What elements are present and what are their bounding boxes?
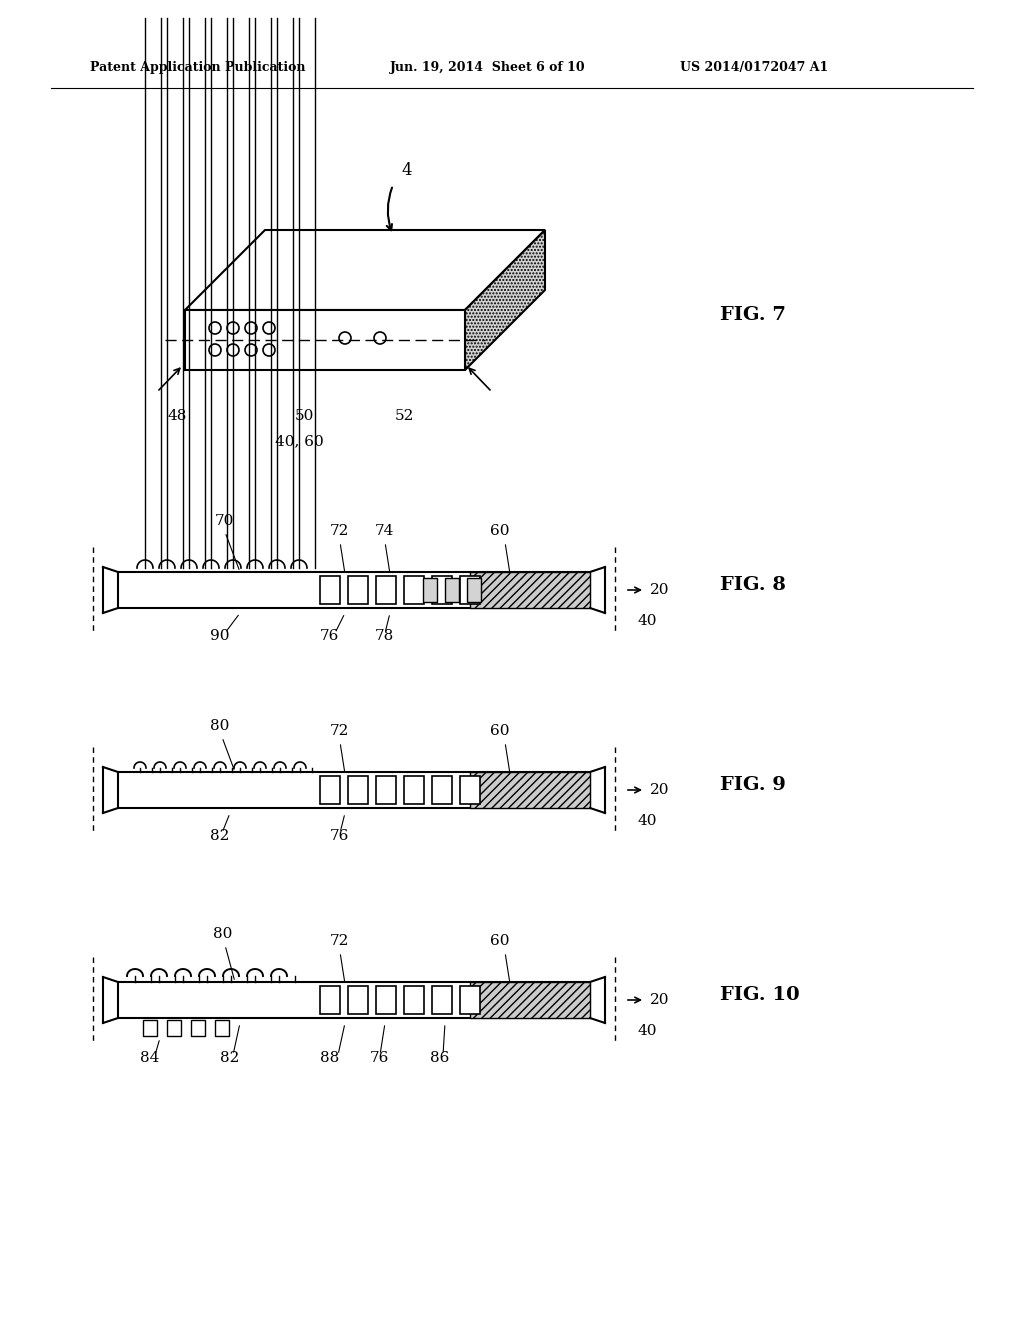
Text: 76: 76 xyxy=(370,1051,389,1065)
Polygon shape xyxy=(185,310,465,370)
Text: 4: 4 xyxy=(401,162,412,180)
Text: 60: 60 xyxy=(490,723,510,738)
Text: FIG. 10: FIG. 10 xyxy=(720,986,800,1005)
Text: US 2014/0172047 A1: US 2014/0172047 A1 xyxy=(680,62,828,74)
Bar xyxy=(348,576,368,605)
Text: 72: 72 xyxy=(330,935,349,948)
Polygon shape xyxy=(465,230,545,370)
Text: 76: 76 xyxy=(319,630,339,643)
Bar xyxy=(376,576,396,605)
Bar xyxy=(376,776,396,804)
Text: 76: 76 xyxy=(330,829,349,843)
Text: 72: 72 xyxy=(330,723,349,738)
Text: FIG. 8: FIG. 8 xyxy=(720,576,785,594)
Text: FIG. 9: FIG. 9 xyxy=(720,776,785,795)
Text: 90: 90 xyxy=(210,630,229,643)
Text: 72: 72 xyxy=(330,524,349,539)
Text: Patent Application Publication: Patent Application Publication xyxy=(90,62,305,74)
Bar xyxy=(215,1020,229,1036)
Text: FIG. 7: FIG. 7 xyxy=(720,306,785,323)
Bar xyxy=(460,776,480,804)
Bar xyxy=(467,578,481,602)
Text: 40: 40 xyxy=(638,814,657,828)
Bar xyxy=(404,576,424,605)
Bar xyxy=(432,776,452,804)
Bar xyxy=(319,576,340,605)
Text: 40: 40 xyxy=(638,614,657,628)
Bar xyxy=(423,578,437,602)
Text: 80: 80 xyxy=(213,927,232,941)
Text: 48: 48 xyxy=(167,409,186,422)
Text: 40, 60: 40, 60 xyxy=(275,434,324,447)
Text: 70: 70 xyxy=(215,513,234,528)
Bar xyxy=(143,1020,157,1036)
Bar xyxy=(470,982,590,1018)
Text: 82: 82 xyxy=(210,829,229,843)
Text: 80: 80 xyxy=(210,719,229,733)
Text: 60: 60 xyxy=(490,524,510,539)
Bar xyxy=(404,986,424,1014)
Bar xyxy=(460,576,480,605)
Text: 84: 84 xyxy=(140,1051,160,1065)
Bar xyxy=(118,982,590,1018)
Bar xyxy=(319,986,340,1014)
Bar xyxy=(118,772,590,808)
Text: 20: 20 xyxy=(650,783,670,797)
Text: 78: 78 xyxy=(375,630,394,643)
Text: Jun. 19, 2014  Sheet 6 of 10: Jun. 19, 2014 Sheet 6 of 10 xyxy=(390,62,586,74)
Bar xyxy=(348,986,368,1014)
Text: 86: 86 xyxy=(430,1051,450,1065)
Text: 88: 88 xyxy=(319,1051,339,1065)
Bar xyxy=(470,572,590,609)
Bar xyxy=(432,576,452,605)
Bar xyxy=(460,986,480,1014)
Bar xyxy=(348,776,368,804)
Bar xyxy=(118,572,590,609)
Bar xyxy=(470,772,590,808)
Text: 40: 40 xyxy=(638,1024,657,1038)
Text: 60: 60 xyxy=(490,935,510,948)
Bar xyxy=(191,1020,205,1036)
Text: 74: 74 xyxy=(375,524,394,539)
Text: 50: 50 xyxy=(295,409,314,422)
Text: 20: 20 xyxy=(650,993,670,1007)
Bar xyxy=(319,776,340,804)
Text: 52: 52 xyxy=(395,409,415,422)
Bar xyxy=(432,986,452,1014)
Text: 82: 82 xyxy=(220,1051,240,1065)
Bar xyxy=(445,578,459,602)
Bar xyxy=(167,1020,181,1036)
Bar xyxy=(404,776,424,804)
Bar xyxy=(376,986,396,1014)
Polygon shape xyxy=(185,230,545,310)
Text: 20: 20 xyxy=(650,583,670,597)
